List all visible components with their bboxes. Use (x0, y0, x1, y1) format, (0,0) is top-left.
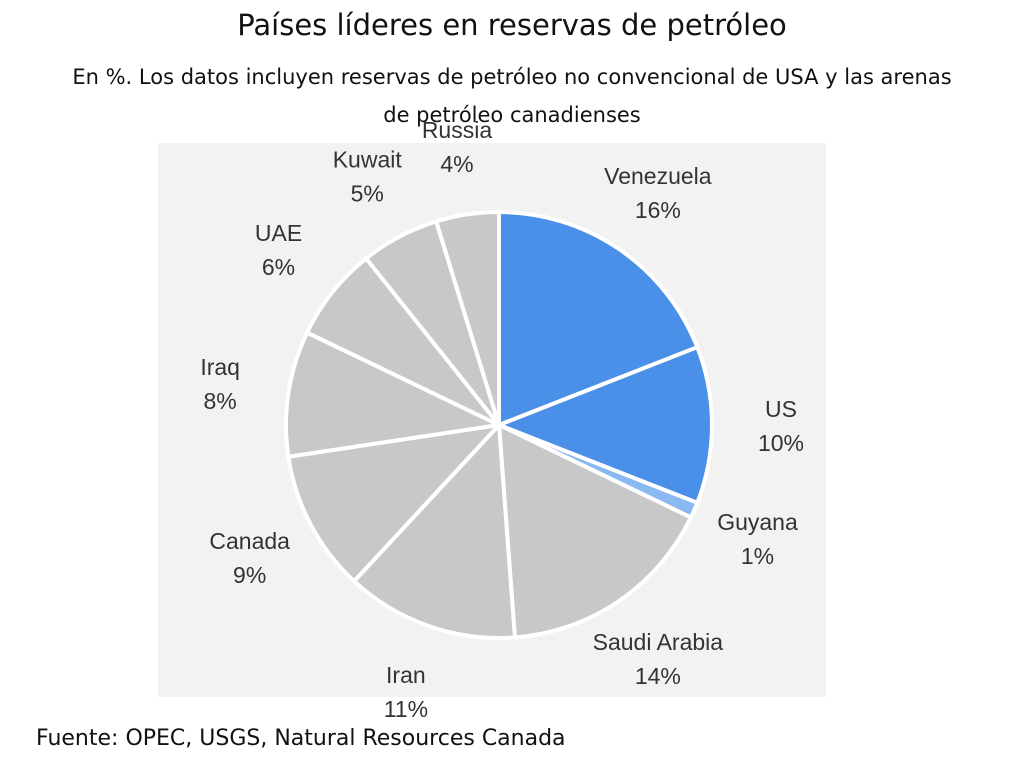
slice-label: Guyana (717, 509, 798, 535)
pie-slice (496, 421, 694, 640)
slice-label: Venezuela (604, 163, 712, 189)
pie-slice (284, 329, 506, 460)
pie-slice (493, 344, 714, 506)
slice-label: UAE (255, 220, 302, 246)
pie-slice (497, 209, 700, 428)
slice-value-label: 4% (440, 151, 473, 177)
chart-title: Países líderes en reservas de petróleo (237, 8, 787, 42)
slice-label: Saudi Arabia (593, 629, 724, 655)
chart-subtitle: En %. Los datos incluyen reservas de pet… (72, 65, 952, 127)
slice-value-label: 5% (351, 181, 384, 207)
slice-label: US (765, 396, 797, 422)
slice-label: Iraq (200, 354, 240, 380)
pie-slice (286, 422, 505, 584)
slice-value-label: 1% (741, 543, 774, 569)
slice-label: Kuwait (333, 147, 403, 173)
slice-value-label: 8% (204, 388, 237, 414)
slice-label: Iran (386, 662, 426, 688)
pie-slice (351, 420, 518, 640)
source-note: Fuente: OPEC, USGS, Natural Resources Ca… (36, 726, 566, 751)
slice-value-label: 6% (262, 254, 295, 280)
slice-label: Russia (422, 117, 493, 143)
slice-value-label: 11% (384, 696, 428, 722)
slice-value-label: 9% (233, 562, 266, 588)
slice-label: Canada (209, 528, 290, 554)
pie-slice (433, 209, 501, 426)
slice-value-label: 10% (758, 430, 804, 456)
slice-value-label: 14% (635, 663, 681, 689)
slice-value-label: 16% (635, 197, 681, 223)
